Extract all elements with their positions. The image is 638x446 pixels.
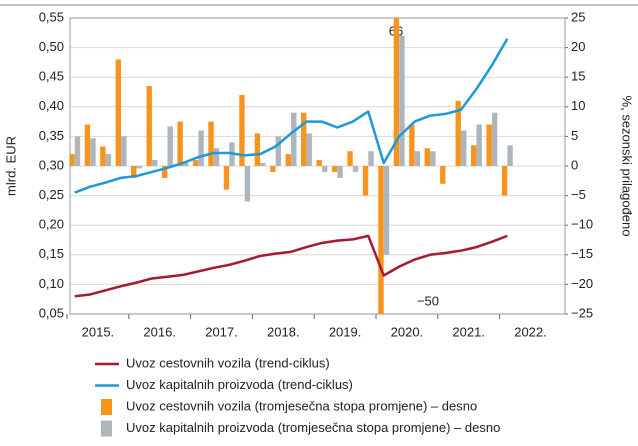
x-tick-label: 2017. [205, 324, 238, 339]
y2-tick-label: 10 [571, 98, 585, 113]
x-tick-label: 2018. [267, 324, 300, 339]
y2-axis-label: %, sezonski prilagođeno [620, 96, 635, 237]
bar [146, 86, 152, 166]
bar [239, 94, 245, 166]
y2-tick-label: −20 [571, 276, 593, 291]
bar [337, 166, 343, 178]
y-tick-label: 0,15 [39, 246, 64, 261]
x-tick-label: 2020. [391, 324, 424, 339]
bar [223, 166, 230, 190]
bar [254, 133, 261, 166]
bar [291, 112, 297, 166]
y-tick-label: 0,10 [39, 276, 64, 291]
bar [182, 163, 189, 166]
bar [476, 124, 482, 166]
bar [301, 112, 307, 166]
bar [430, 151, 436, 166]
legend-swatch [101, 420, 112, 437]
y-tick-label: 0,05 [39, 305, 64, 320]
legend-label: Uvoz kapitalnih proizvoda (tromjesečna s… [126, 420, 500, 435]
bar [414, 151, 421, 166]
x-tick-label: 2016. [143, 324, 176, 339]
y2-tick-label: 20 [571, 39, 585, 54]
bar [491, 112, 498, 166]
legend-swatch [101, 399, 112, 415]
bar [131, 166, 137, 178]
y-tick-label: 0,50 [39, 39, 64, 54]
y-tick-label: 0,35 [39, 128, 64, 143]
y-tick-label: 0,25 [39, 187, 64, 202]
y2-tick-label: −25 [571, 305, 593, 320]
bar [213, 148, 220, 166]
y2-tick-label: −10 [571, 217, 593, 232]
y-tick-label: 0,55 [39, 9, 64, 24]
y2-tick-label: 5 [571, 128, 578, 143]
bar [285, 154, 291, 166]
bar [260, 163, 266, 166]
bar [74, 136, 81, 166]
x-tick-label: 2022. [514, 324, 547, 339]
bar [507, 145, 513, 166]
bar [115, 59, 122, 166]
legend-label: Uvoz cestovnih vozila (trend-ciklus) [126, 355, 330, 370]
y-tick-label: 0,20 [39, 217, 64, 232]
bar [306, 133, 312, 166]
bar [136, 166, 142, 169]
bar [347, 151, 353, 166]
bar [177, 121, 183, 166]
bar [331, 166, 338, 172]
line [74, 38, 509, 194]
bar [362, 166, 369, 196]
x-tick-label: 2019. [329, 324, 362, 339]
bar [486, 124, 492, 166]
x-tick-label: 2015. [82, 324, 115, 339]
legend-label: Uvoz cestovnih vozila (tromjesečna stopa… [126, 398, 477, 413]
y2-tick-label: 15 [571, 69, 585, 84]
bar [352, 166, 359, 172]
bar [105, 154, 112, 166]
bar [167, 126, 173, 166]
bar [192, 160, 199, 166]
bar [470, 145, 477, 166]
bar [383, 166, 390, 255]
x-tick-label: 2021. [452, 324, 485, 339]
bar [409, 124, 415, 166]
bar [208, 121, 214, 166]
annotation: −50 [417, 293, 439, 308]
bar [100, 146, 106, 166]
bar [84, 124, 91, 166]
bar [424, 148, 431, 166]
y2-tick-label: −15 [571, 246, 593, 261]
bar [399, 35, 405, 167]
bar [70, 154, 75, 166]
y-tick-label: 0,45 [39, 69, 64, 84]
y2-tick-label: −5 [571, 187, 586, 202]
bar [90, 138, 96, 166]
y-tick-label: 0,40 [39, 98, 64, 113]
bar [152, 160, 158, 166]
bar [316, 160, 322, 166]
bar [455, 100, 461, 166]
bar [121, 136, 127, 166]
bar [321, 166, 328, 172]
y2-tick-label: 0 [571, 157, 578, 172]
y2-tick-label: 25 [571, 9, 585, 24]
y-axis-label: mlrd. EUR [3, 136, 18, 196]
bar [393, 18, 400, 166]
bar [461, 130, 467, 166]
plot-area [70, 18, 513, 314]
bar [378, 166, 384, 314]
bar [501, 166, 508, 196]
bar [440, 166, 446, 184]
bar [368, 151, 374, 166]
bar [161, 166, 168, 178]
y-tick-label: 0,30 [39, 157, 64, 172]
bar [198, 130, 204, 166]
line [74, 234, 508, 298]
bar [244, 166, 251, 202]
bar [270, 166, 276, 172]
legend-label: Uvoz kapitalnih proizvoda (trend-ciklus) [126, 377, 353, 392]
bar [275, 136, 282, 166]
